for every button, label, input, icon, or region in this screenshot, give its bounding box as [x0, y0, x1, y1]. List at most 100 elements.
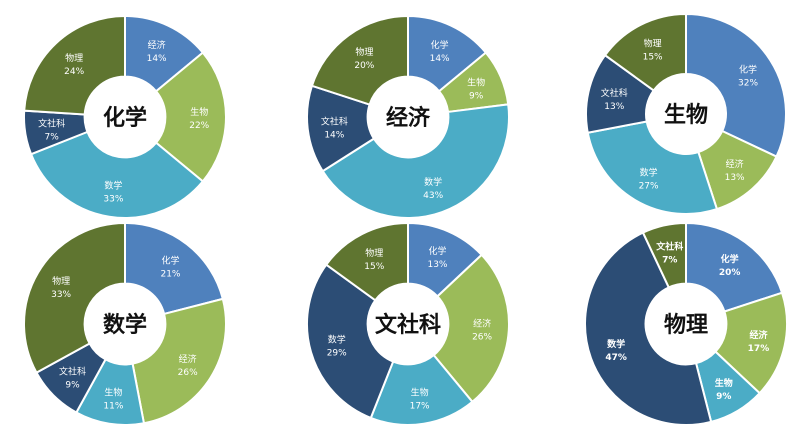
slice-category-label: 数学 — [104, 179, 122, 191]
slice-category-label: 经济 — [726, 158, 744, 170]
donut-slice — [586, 120, 719, 215]
slice-category-label: 经济 — [148, 39, 166, 51]
slice-label: 文社科 7% — [38, 118, 65, 143]
slice-category-label: 化学 — [428, 245, 446, 257]
donut-center-title: 物理 — [664, 312, 708, 338]
donut-slice — [131, 297, 227, 425]
slice-label: 文社科 9% — [59, 365, 86, 390]
slice-category-label: 经济 — [749, 329, 768, 341]
donut-center-title: 经济 — [386, 105, 431, 131]
slice-value-label: 13% — [725, 173, 745, 183]
slice-label: 经济 13% — [725, 158, 745, 183]
slice-value-label: 11% — [103, 401, 123, 411]
slice-label: 物理 33% — [51, 275, 71, 300]
donut-slice — [321, 103, 510, 219]
slice-value-label: 9% — [469, 92, 484, 102]
slice-label: 文社科 13% — [601, 87, 628, 112]
slice-label: 生物 9% — [467, 77, 485, 102]
donut-slice — [603, 12, 687, 92]
slice-value-label: 14% — [430, 54, 450, 64]
slice-value-label: 9% — [65, 380, 80, 390]
slice-category-label: 化学 — [431, 39, 449, 51]
donut-slice — [685, 12, 787, 158]
slice-category-label: 数学 — [328, 334, 346, 346]
donut-center-title: 化学 — [103, 105, 147, 131]
slice-value-label: 13% — [604, 102, 624, 112]
slice-value-label: 26% — [178, 368, 198, 378]
slice-value-label: 13% — [427, 260, 447, 270]
slice-label: 数学 47% — [605, 338, 627, 363]
donut-slice — [124, 221, 225, 316]
slice-category-label: 生物 — [411, 386, 429, 398]
donut-slice — [584, 231, 713, 426]
donut-slice — [310, 14, 409, 106]
slice-label: 化学 13% — [427, 245, 447, 270]
slice-value-label: 17% — [410, 401, 430, 411]
slice-label: 经济 26% — [472, 318, 492, 343]
slice-value-label: 15% — [643, 53, 663, 63]
slice-category-label: 文社科 — [38, 118, 65, 130]
donut-slice — [306, 263, 395, 420]
slice-value-label: 21% — [160, 269, 180, 279]
slice-value-label: 15% — [364, 262, 384, 272]
slice-value-label: 43% — [423, 191, 443, 201]
donut-slice — [23, 221, 126, 375]
slice-value-label: 24% — [64, 67, 84, 77]
slice-value-label: 14% — [147, 54, 167, 64]
slice-label: 文社科 7% — [655, 241, 683, 266]
slice-value-label: 20% — [719, 268, 741, 278]
slice-label: 物理 24% — [64, 52, 84, 77]
slice-value-label: 14% — [324, 130, 344, 140]
slice-label: 化学 32% — [738, 64, 758, 89]
slice-label: 生物 9% — [715, 377, 733, 402]
donut-center-title: 数学 — [103, 312, 147, 338]
slice-value-label: 22% — [189, 121, 209, 131]
donut-slice — [29, 130, 205, 219]
donut-slice — [641, 221, 687, 289]
slice-category-label: 数学 — [640, 166, 658, 178]
slice-value-label: 20% — [354, 61, 374, 71]
slice-value-label: 9% — [716, 392, 731, 402]
slice-category-label: 数学 — [607, 338, 625, 350]
slice-category-label: 经济 — [473, 318, 491, 330]
slice-label: 经济 14% — [147, 39, 167, 64]
donut-chart-1: 经济 14% 生物 22% 数学 33% 文社科 7% 物理 24% 化学 — [23, 14, 227, 219]
slice-label: 经济 26% — [178, 353, 198, 378]
slice-value-label: 29% — [327, 349, 347, 359]
slice-label: 数学 43% — [423, 176, 443, 201]
slice-label: 化学 14% — [430, 39, 450, 64]
slice-label: 物理 15% — [643, 38, 663, 63]
donut-chart-4: 化学 21% 经济 26% 生物 11% 文社科 9% 物理 33% 数学 — [23, 221, 227, 426]
slice-category-label: 物理 — [65, 52, 83, 64]
slice-category-label: 物理 — [644, 38, 662, 50]
slice-label: 文社科 14% — [321, 115, 348, 140]
slice-label: 生物 22% — [189, 106, 209, 131]
slice-value-label: 26% — [472, 333, 492, 343]
slice-category-label: 文社科 — [321, 115, 348, 127]
slice-value-label: 33% — [51, 290, 71, 300]
slice-category-label: 生物 — [190, 106, 208, 118]
slice-value-label: 47% — [605, 353, 627, 363]
donut-chart-6: 化学 20% 经济 17% 生物 9% 数学 47% 文社科 7% 物理 — [584, 221, 788, 426]
donut-slice — [432, 253, 510, 404]
donut-slice — [23, 14, 126, 116]
slice-label: 物理 15% — [364, 247, 384, 272]
slice-label: 生物 11% — [103, 386, 123, 411]
slice-category-label: 化学 — [739, 64, 757, 76]
slice-category-label: 物理 — [355, 46, 373, 58]
slice-label: 经济 17% — [748, 329, 770, 354]
slice-label: 物理 20% — [354, 46, 374, 71]
slice-value-label: 7% — [662, 256, 677, 266]
slice-value-label: 33% — [103, 194, 123, 204]
donut-slice — [324, 221, 409, 302]
slice-label: 数学 27% — [639, 166, 659, 191]
slice-category-label: 化学 — [161, 254, 179, 266]
slice-label: 化学 20% — [719, 253, 741, 278]
slice-category-label: 文社科 — [59, 365, 86, 377]
slice-category-label: 数学 — [424, 176, 442, 188]
slice-category-label: 物理 — [52, 275, 70, 287]
donut-slice — [154, 51, 227, 183]
donut-chart-3: 化学 32% 经济 13% 数学 27% 文社科 13% 物理 15% 生物 — [585, 12, 787, 215]
